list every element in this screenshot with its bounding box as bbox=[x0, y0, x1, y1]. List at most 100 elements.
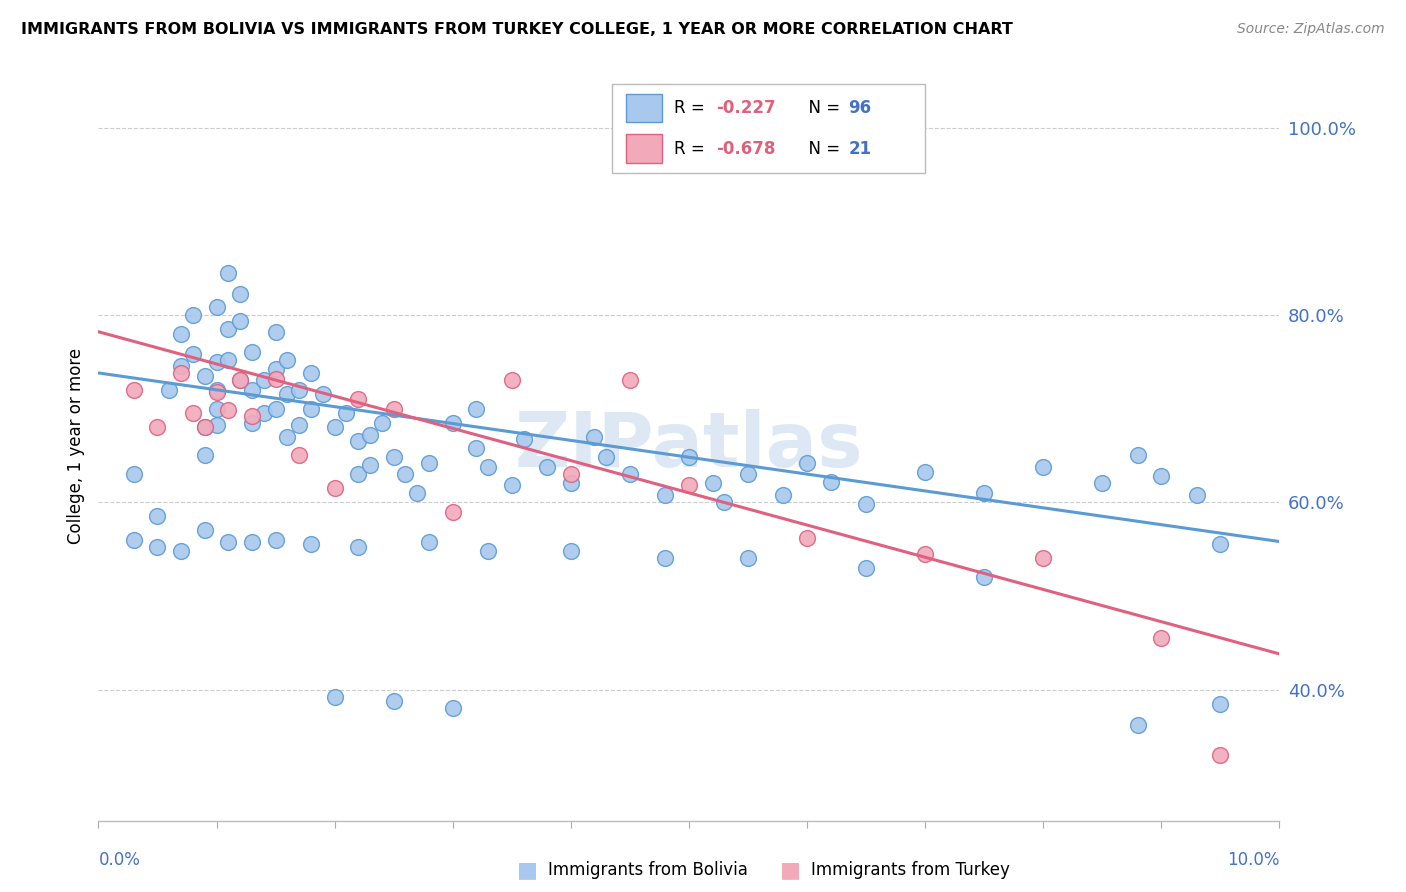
Point bbox=[194, 449, 217, 463]
Text: R =: R = bbox=[673, 140, 710, 158]
Point bbox=[194, 420, 217, 434]
Point bbox=[229, 374, 252, 388]
Point bbox=[536, 459, 558, 474]
Point bbox=[855, 497, 877, 511]
FancyBboxPatch shape bbox=[626, 94, 662, 122]
Point bbox=[1091, 476, 1114, 491]
Point bbox=[1209, 747, 1232, 762]
Point bbox=[170, 326, 193, 341]
Text: Immigrants from Bolivia: Immigrants from Bolivia bbox=[548, 861, 748, 879]
Point bbox=[560, 476, 582, 491]
Text: Immigrants from Turkey: Immigrants from Turkey bbox=[811, 861, 1010, 879]
Point bbox=[855, 561, 877, 575]
Text: IMMIGRANTS FROM BOLIVIA VS IMMIGRANTS FROM TURKEY COLLEGE, 1 YEAR OR MORE CORREL: IMMIGRANTS FROM BOLIVIA VS IMMIGRANTS FR… bbox=[21, 22, 1012, 37]
Point bbox=[205, 401, 228, 416]
Point bbox=[737, 467, 759, 482]
Point bbox=[441, 416, 464, 430]
Point bbox=[264, 362, 287, 376]
Text: ■: ■ bbox=[517, 860, 537, 880]
Point bbox=[595, 450, 617, 465]
Text: -0.227: -0.227 bbox=[716, 99, 776, 117]
Point bbox=[288, 418, 311, 433]
Point bbox=[382, 401, 405, 416]
Point bbox=[323, 690, 346, 704]
Point bbox=[973, 486, 995, 500]
Text: 96: 96 bbox=[848, 99, 872, 117]
Point bbox=[1150, 631, 1173, 645]
Point bbox=[288, 383, 311, 397]
Point bbox=[299, 537, 322, 551]
Point bbox=[418, 534, 440, 549]
Point bbox=[157, 383, 180, 397]
Point bbox=[713, 495, 735, 509]
Point bbox=[501, 374, 523, 388]
Point bbox=[240, 534, 263, 549]
Point bbox=[240, 383, 263, 397]
Point bbox=[1126, 718, 1149, 732]
Point bbox=[465, 441, 488, 455]
Point bbox=[323, 420, 346, 434]
Point bbox=[205, 383, 228, 397]
Point bbox=[347, 434, 370, 449]
Point bbox=[146, 420, 169, 434]
Point bbox=[170, 544, 193, 558]
Point bbox=[181, 406, 204, 420]
Text: Source: ZipAtlas.com: Source: ZipAtlas.com bbox=[1237, 22, 1385, 37]
Point bbox=[323, 481, 346, 495]
Point bbox=[205, 418, 228, 433]
Point bbox=[394, 467, 416, 482]
Point bbox=[253, 374, 276, 388]
Point bbox=[1209, 697, 1232, 711]
Point bbox=[264, 401, 287, 416]
Point bbox=[347, 467, 370, 482]
Point bbox=[359, 458, 381, 472]
Point bbox=[217, 352, 239, 367]
Text: ZIPatlas: ZIPatlas bbox=[515, 409, 863, 483]
Point bbox=[347, 392, 370, 407]
Point bbox=[194, 420, 217, 434]
Point bbox=[477, 544, 499, 558]
Point bbox=[382, 450, 405, 465]
Point bbox=[914, 465, 936, 479]
Point bbox=[240, 345, 263, 359]
Point bbox=[229, 374, 252, 388]
Text: N =: N = bbox=[797, 99, 845, 117]
Point bbox=[382, 694, 405, 708]
Point bbox=[194, 368, 217, 383]
Point bbox=[702, 476, 724, 491]
Point bbox=[560, 544, 582, 558]
Text: N =: N = bbox=[797, 140, 845, 158]
Point bbox=[1032, 551, 1054, 566]
Point bbox=[312, 387, 335, 401]
Point bbox=[678, 478, 700, 492]
Point bbox=[217, 266, 239, 280]
Point bbox=[122, 467, 145, 482]
Point bbox=[122, 383, 145, 397]
Point bbox=[347, 540, 370, 554]
Point bbox=[737, 551, 759, 566]
Point bbox=[264, 371, 287, 385]
Point bbox=[170, 366, 193, 380]
Point bbox=[973, 570, 995, 584]
Point bbox=[1150, 469, 1173, 483]
Point bbox=[418, 456, 440, 470]
Point bbox=[820, 475, 842, 489]
Point bbox=[371, 416, 394, 430]
Point bbox=[1209, 537, 1232, 551]
Point bbox=[335, 406, 357, 420]
Point bbox=[240, 409, 263, 423]
Point bbox=[217, 534, 239, 549]
Point bbox=[146, 509, 169, 524]
Point bbox=[217, 403, 239, 417]
Text: 10.0%: 10.0% bbox=[1227, 851, 1279, 869]
Point bbox=[181, 347, 204, 361]
Point bbox=[229, 314, 252, 328]
Point bbox=[772, 488, 794, 502]
Point bbox=[299, 401, 322, 416]
Point bbox=[477, 459, 499, 474]
Point bbox=[240, 416, 263, 430]
Point bbox=[406, 486, 429, 500]
Point bbox=[678, 450, 700, 465]
Point bbox=[1185, 488, 1208, 502]
Point bbox=[299, 366, 322, 380]
